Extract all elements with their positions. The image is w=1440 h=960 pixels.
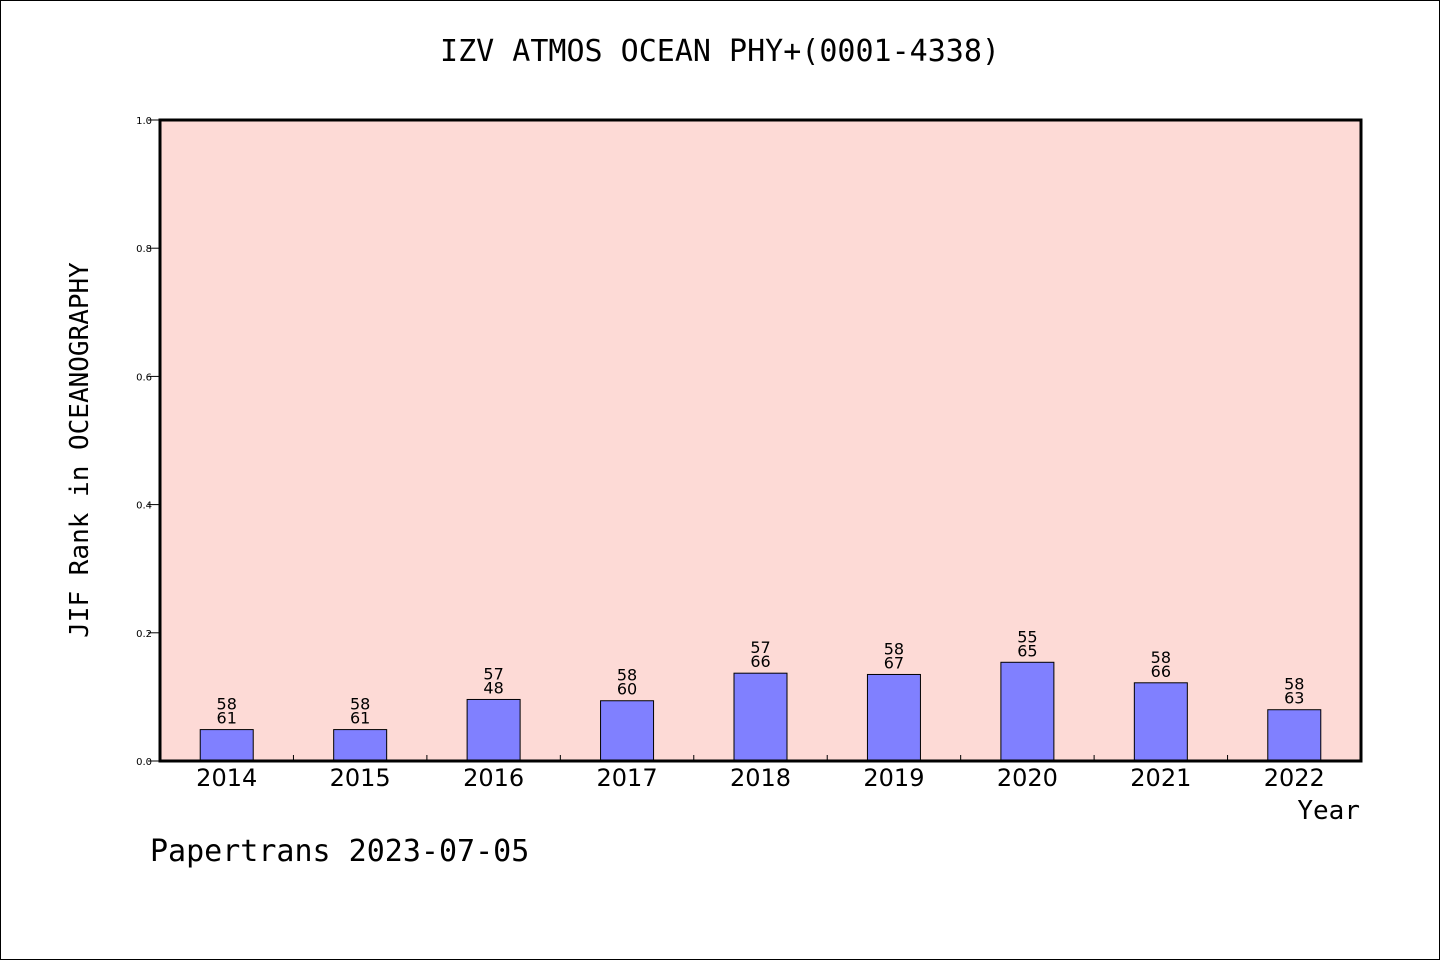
x-tick-label: 2014: [196, 764, 257, 792]
bar-label-top: 57: [483, 664, 503, 683]
bar: [199, 729, 254, 762]
bar: [1133, 682, 1188, 762]
x-tick-label: 2017: [597, 764, 658, 792]
bar-label-bottom: 48: [483, 678, 503, 697]
bar-label-bottom: 67: [884, 653, 904, 672]
x-tick-label: 2021: [1130, 764, 1191, 792]
x-tick-label: 2015: [330, 764, 391, 792]
plot-area: [160, 120, 1361, 761]
x-tick-label: 2020: [997, 764, 1058, 792]
x-tick-label: 2016: [463, 764, 524, 792]
y-tick-label: 0.2: [136, 629, 152, 640]
x-tick-label: 2018: [730, 764, 791, 792]
bar-label-top: 58: [617, 666, 637, 685]
bar-label-bottom: 65: [1017, 641, 1037, 660]
bar: [733, 672, 788, 762]
bar: [466, 698, 521, 762]
bar-label-top: 58: [1151, 648, 1171, 667]
bar: [1000, 661, 1055, 762]
y-tick-label: 0.0: [136, 757, 152, 768]
chart-title: IZV ATMOS OCEAN PHY+(0001-4338): [440, 34, 1000, 69]
y-tick-label: 0.6: [136, 372, 152, 383]
x-axis-label: Year: [1297, 796, 1360, 826]
footer-text: Papertrans 2023-07-05: [150, 834, 530, 869]
bar-label-top: 55: [1017, 627, 1037, 646]
x-tick-label: 2019: [863, 764, 924, 792]
bar: [1267, 709, 1322, 762]
bar-label-bottom: 61: [350, 709, 370, 728]
bar: [866, 673, 921, 762]
bar-label-top: 58: [884, 639, 904, 658]
bar-label-bottom: 61: [217, 709, 237, 728]
x-tick-label: 2022: [1264, 764, 1325, 792]
bar-label-bottom: 66: [750, 652, 770, 671]
bar: [333, 729, 388, 762]
bar-label-bottom: 63: [1284, 689, 1304, 708]
bar-label-top: 57: [750, 638, 770, 657]
bar-label-bottom: 60: [617, 680, 637, 699]
bar-label-top: 58: [350, 695, 370, 714]
bar-label-top: 58: [217, 695, 237, 714]
y-tick-label: 1.0: [136, 116, 152, 127]
bar-label-bottom: 66: [1151, 662, 1171, 681]
plot-border: [158, 118, 1363, 763]
bar: [600, 700, 655, 762]
bar-label-top: 58: [1284, 675, 1304, 694]
y-tick-label: 0.8: [136, 244, 152, 255]
y-tick-label: 0.4: [136, 501, 152, 512]
